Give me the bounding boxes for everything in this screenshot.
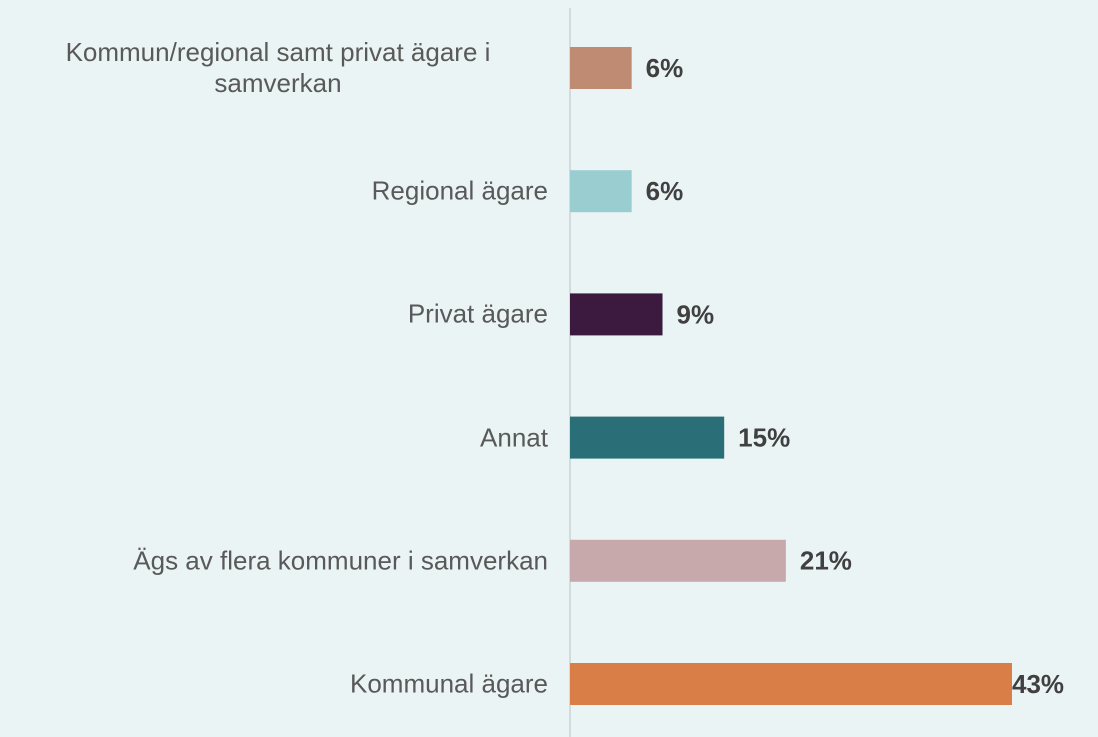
- category-text: Annat: [480, 422, 548, 453]
- bar: [570, 47, 632, 89]
- bar: [570, 170, 632, 213]
- category-label: Kommun/regional samt privat ägare i samv…: [0, 37, 548, 99]
- category-text: Ägs av flera kommuner i samverkan: [133, 545, 548, 576]
- bar: [570, 416, 725, 459]
- category-label: Regional ägare: [0, 176, 548, 207]
- category-text: Kommun/regional samt privat ägare i samv…: [65, 37, 491, 98]
- value-label: 6%: [646, 53, 684, 83]
- category-label: Annat: [0, 422, 548, 453]
- category-label: Kommunal ägare: [0, 669, 548, 700]
- value-label: 43%: [1012, 669, 1064, 699]
- value-label: 9%: [677, 299, 715, 329]
- category-label: Privat ägare: [0, 299, 548, 330]
- bar: [570, 663, 1012, 705]
- value-label: 6%: [646, 176, 684, 206]
- category-text: Regional ägare: [371, 175, 548, 206]
- category-label: Ägs av flera kommuner i samverkan: [0, 545, 548, 576]
- value-label: 15%: [738, 422, 790, 452]
- value-label: 21%: [800, 546, 852, 576]
- category-text: Privat ägare: [407, 298, 548, 329]
- category-text: Kommunal ägare: [350, 668, 548, 699]
- bar: [570, 293, 663, 336]
- bar: [570, 539, 786, 582]
